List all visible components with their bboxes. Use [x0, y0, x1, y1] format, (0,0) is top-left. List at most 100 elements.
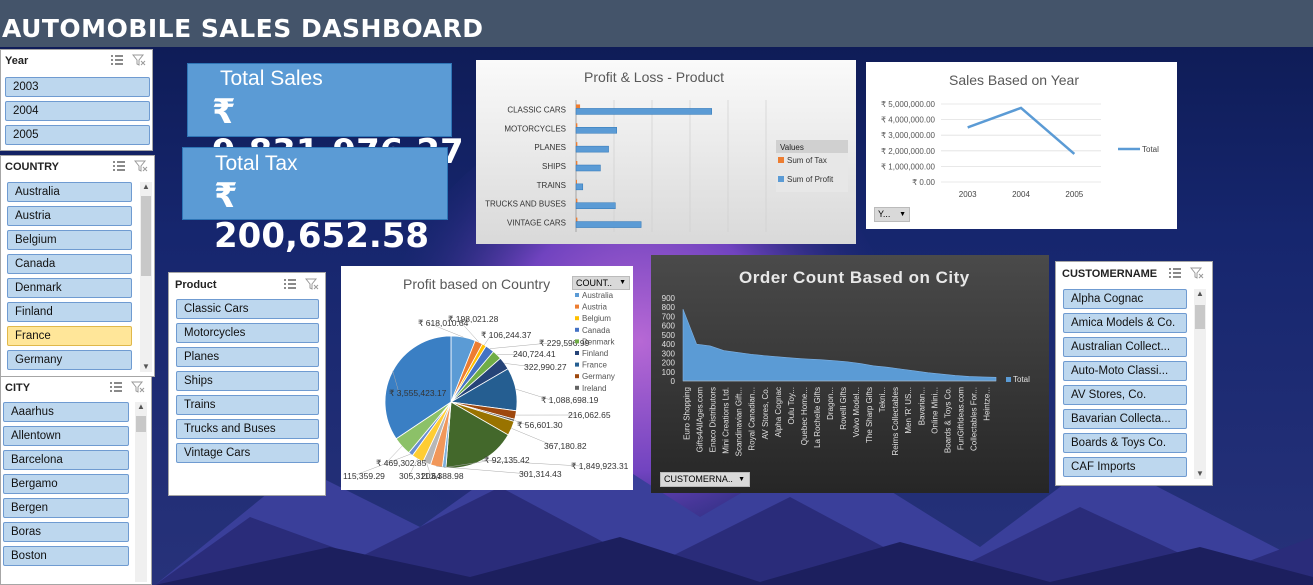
city-item-aaarhus[interactable]: Aaarhus — [3, 402, 129, 422]
customer-item-australian-collect[interactable]: Australian Collect... — [1063, 337, 1187, 357]
legend-swatch — [575, 316, 579, 321]
pie-slice — [445, 401, 509, 469]
customer-scrollbar[interactable]: ▲ ▼ — [1194, 289, 1206, 479]
product-item-vintage-cars[interactable]: Vintage Cars — [176, 443, 319, 463]
scroll-down-icon[interactable]: ▼ — [142, 362, 150, 371]
product-item-ships[interactable]: Ships — [176, 371, 319, 391]
clear-filter-icon[interactable] — [133, 160, 148, 172]
multi-select-icon[interactable] — [283, 278, 297, 290]
product-item-planes[interactable]: Planes — [176, 347, 319, 367]
profit-bar — [575, 127, 617, 134]
legend-swatch — [575, 304, 579, 309]
country-item-belgium[interactable]: Belgium — [7, 230, 132, 250]
country-filter-button[interactable]: COUNT.. ▼ — [572, 276, 630, 290]
x-tick-label: The Sharp Gifts — [865, 387, 874, 443]
city-item-barcelona[interactable]: Barcelona — [3, 450, 129, 470]
y-tick-label: ₹ 3,000,000.00 — [881, 131, 936, 140]
multi-select-icon[interactable] — [109, 381, 123, 393]
country-item-canada[interactable]: Canada — [7, 254, 132, 274]
order-city-title: Order Count Based on City — [739, 268, 970, 287]
country-item-austria[interactable]: Austria — [7, 206, 132, 226]
legend-label: France — [582, 361, 607, 370]
multi-select-icon[interactable] — [112, 160, 126, 172]
slice-label: ₹ 229,596.99 — [539, 338, 590, 348]
city-scrollbar[interactable]: ▲ — [135, 402, 147, 582]
product-item-trucks-buses[interactable]: Trucks and Buses — [176, 419, 319, 439]
leader-line — [504, 363, 535, 368]
country-item-france[interactable]: France — [7, 326, 132, 346]
customer-filter-button[interactable]: CUSTOMERNA.. ▼ — [660, 472, 750, 487]
sales-year-title: Sales Based on Year — [949, 72, 1079, 88]
legend-label: Sum of Tax — [787, 156, 827, 165]
country-item-denmark[interactable]: Denmark — [7, 278, 132, 298]
customer-item-auto-moto[interactable]: Auto-Moto Classi... — [1063, 361, 1187, 381]
city-item-boston[interactable]: Boston — [3, 546, 129, 566]
customer-item-av-stores[interactable]: AV Stores, Co. — [1063, 385, 1187, 405]
scroll-up-icon[interactable]: ▲ — [142, 182, 150, 191]
multi-select-icon[interactable] — [1168, 267, 1182, 279]
clear-filter-icon[interactable] — [130, 381, 145, 393]
y-tick-label: ₹ 4,000,000.00 — [881, 116, 936, 125]
year-item-2005[interactable]: 2005 — [5, 125, 150, 145]
category-label: VINTAGE CARS — [507, 219, 566, 228]
product-item-motorcycles[interactable]: Motorcycles — [176, 323, 319, 343]
scroll-thumb[interactable] — [141, 196, 151, 276]
slice-label: ₹ 1,088,698.19 — [541, 395, 599, 405]
country-item-germany[interactable]: Germany — [7, 350, 132, 370]
city-slicer-title: CITY — [5, 382, 31, 394]
customer-item-bavarian-collecta[interactable]: Bavarian Collecta... — [1063, 409, 1187, 429]
leader-line — [481, 460, 582, 467]
slice-label: 216,062.65 — [568, 410, 611, 420]
x-tick-label: Rovelli Gifts — [839, 387, 848, 430]
x-tick-label: Dragon... — [826, 387, 835, 420]
country-item-finland[interactable]: Finland — [7, 302, 132, 322]
clear-filter-icon[interactable] — [1189, 267, 1204, 279]
y-tick-label: 900 — [662, 294, 676, 303]
country-scrollbar[interactable]: ▲ ▼ — [140, 182, 152, 372]
clear-filter-icon[interactable] — [131, 54, 146, 66]
multi-select-icon[interactable] — [110, 54, 124, 66]
x-tick-label: Oulu Toy... — [787, 387, 796, 425]
slice-label: ₹ 198,021.28 — [448, 314, 499, 324]
product-item-classic-cars[interactable]: Classic Cars — [176, 299, 319, 319]
customer-filter-label: CUSTOMERNA.. — [664, 474, 733, 484]
city-item-boras[interactable]: Boras — [3, 522, 129, 542]
x-tick-label: Gifts4AllAges.com — [696, 387, 705, 453]
customer-item-boards-toys[interactable]: Boards & Toys Co. — [1063, 433, 1187, 453]
scroll-up-icon[interactable]: ▲ — [137, 402, 145, 411]
country-item-australia[interactable]: Australia — [7, 182, 132, 202]
year-item-2003[interactable]: 2003 — [5, 77, 150, 97]
customer-item-caf-imports[interactable]: CAF Imports — [1063, 457, 1187, 477]
sales-line — [967, 106, 1076, 155]
slice-label: ₹ 1,849,923.31 — [571, 461, 629, 471]
legend-label: Austria — [582, 303, 607, 312]
scroll-thumb[interactable] — [1195, 305, 1205, 329]
customer-item-alpha-cognac[interactable]: Alpha Cognac — [1063, 289, 1187, 309]
year-slicer-header: Year — [1, 50, 152, 72]
year-filter-button[interactable]: Y... ▼ — [874, 207, 910, 222]
profit-loss-chart: Profit & Loss - Product CLASSIC CARS MOTO… — [476, 60, 856, 244]
product-item-trains[interactable]: Trains — [176, 395, 319, 415]
leader-line — [489, 342, 550, 349]
dropdown-arrow-icon: ▼ — [619, 279, 626, 286]
customer-item-amica-models[interactable]: Amica Models & Co. — [1063, 313, 1187, 333]
dropdown-arrow-icon: ▼ — [738, 476, 745, 483]
leader-line — [436, 466, 530, 475]
scroll-up-icon[interactable]: ▲ — [1196, 289, 1204, 298]
clear-filter-icon[interactable] — [304, 278, 319, 290]
leader-line — [515, 388, 552, 401]
city-item-bergen[interactable]: Bergen — [3, 498, 129, 518]
y-tick-label: ₹ 1,000,000.00 — [881, 162, 936, 171]
category-label: SHIPS — [542, 162, 566, 171]
year-item-2004[interactable]: 2004 — [5, 101, 150, 121]
slice-label: 240,724.41 — [513, 349, 556, 359]
city-item-bergamo[interactable]: Bergamo — [3, 474, 129, 494]
scroll-down-icon[interactable]: ▼ — [1196, 469, 1204, 478]
city-item-allentown[interactable]: Allentown — [3, 426, 129, 446]
leader-line — [457, 318, 480, 343]
page-title: AUTOMOBILE SALES DASHBOARD — [2, 14, 484, 43]
scroll-thumb[interactable] — [136, 416, 146, 432]
slice-label: ₹ 3,555,423.17 — [389, 388, 447, 398]
legend-swatch — [575, 339, 579, 344]
profit-bar — [575, 164, 601, 172]
